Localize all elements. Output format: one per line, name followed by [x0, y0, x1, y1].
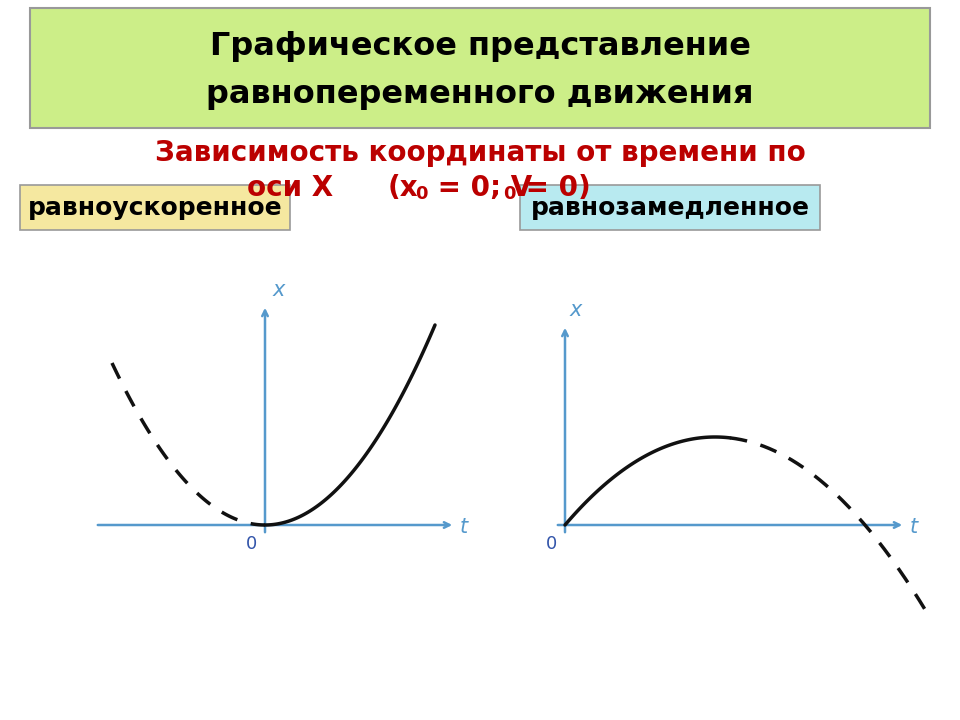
FancyBboxPatch shape: [20, 185, 290, 230]
Text: (х: (х: [388, 174, 419, 202]
Text: равнозамедленное: равнозамедленное: [531, 196, 809, 220]
Text: Графическое представление: Графическое представление: [209, 31, 751, 62]
Text: Зависимость координаты от времени по: Зависимость координаты от времени по: [155, 139, 805, 167]
Text: x: x: [570, 300, 583, 320]
Text: 0: 0: [246, 535, 257, 553]
FancyBboxPatch shape: [30, 8, 930, 128]
Text: 0: 0: [503, 185, 516, 203]
Text: t: t: [460, 517, 468, 537]
Text: x: x: [273, 280, 285, 300]
FancyBboxPatch shape: [520, 185, 820, 230]
Text: равнопеременного движения: равнопеременного движения: [206, 79, 754, 110]
Text: оси X: оси X: [247, 174, 333, 202]
Text: = 0): = 0): [516, 174, 590, 202]
Text: t: t: [910, 517, 918, 537]
Text: 0: 0: [415, 185, 427, 203]
Text: 0: 0: [545, 535, 557, 553]
Text: равноускоренное: равноускоренное: [28, 196, 282, 220]
Text: = 0; V: = 0; V: [428, 174, 532, 202]
